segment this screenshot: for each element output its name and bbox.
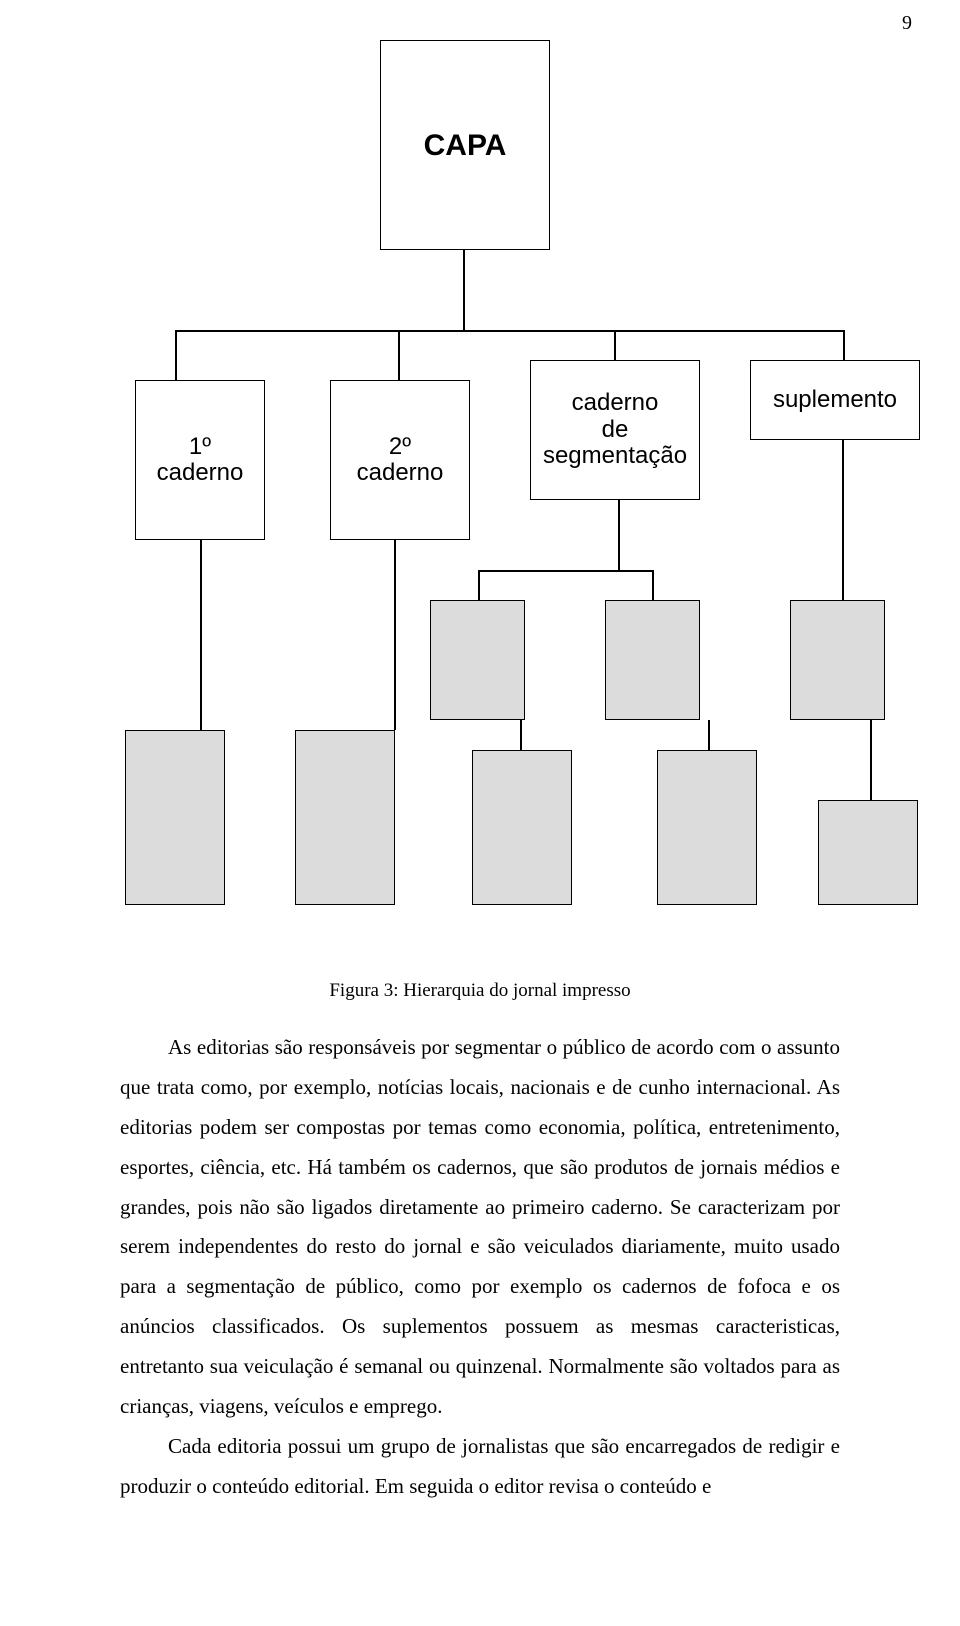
connector [843, 330, 845, 360]
diagram-node: suplemento [750, 360, 920, 440]
diagram-node-empty [295, 730, 395, 905]
diagram-node-empty [818, 800, 918, 905]
diagram-node-empty [430, 600, 525, 720]
connector [463, 250, 465, 330]
diagram-node: caderno de segmentação [530, 360, 700, 500]
connector [708, 720, 710, 750]
connector [478, 570, 652, 572]
diagram-node-empty [125, 730, 225, 905]
diagram-node: CAPA [380, 40, 550, 250]
connector [175, 330, 177, 380]
connector [614, 330, 616, 360]
connector [398, 330, 400, 380]
diagram-node-empty [790, 600, 885, 720]
diagram-node-empty [472, 750, 572, 905]
connector [842, 440, 844, 570]
hierarchy-diagram: CAPA 1º caderno 2º caderno caderno de segme… [0, 30, 960, 970]
diagram-node-empty [605, 600, 700, 720]
body-text: As editorias são responsáveis por segmen… [120, 1028, 840, 1507]
connector [175, 330, 843, 332]
connector [842, 570, 844, 600]
diagram-node: 2º caderno [330, 380, 470, 540]
connector [520, 720, 522, 750]
paragraph-2: Cada editoria possui um grupo de jornali… [120, 1427, 840, 1507]
figure-caption: Figura 3: Hierarquia do jornal impresso [120, 980, 840, 1002]
connector [394, 540, 396, 730]
connector [478, 570, 480, 600]
connector [200, 540, 202, 730]
diagram-node-empty [657, 750, 757, 905]
paragraph-1: As editorias são responsáveis por segmen… [120, 1028, 840, 1427]
connector [618, 500, 620, 570]
connector [870, 720, 872, 800]
connector [652, 570, 654, 600]
diagram-node: 1º caderno [135, 380, 265, 540]
